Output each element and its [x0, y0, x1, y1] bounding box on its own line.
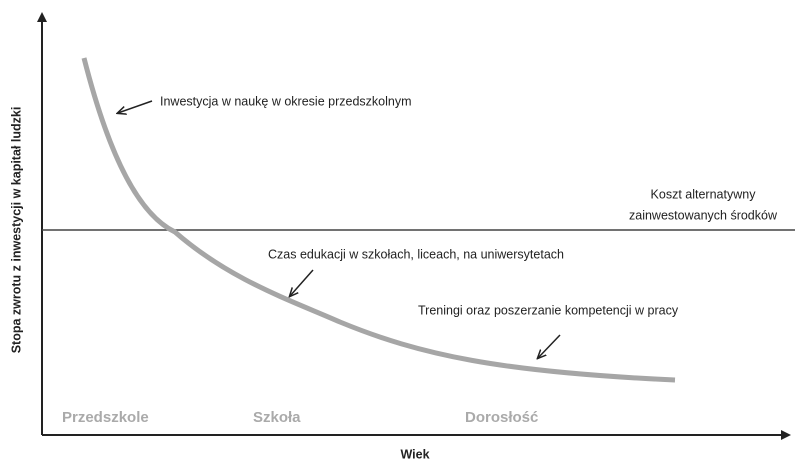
stage-label: Przedszkole	[62, 409, 149, 426]
annotation: Inwestycja w naukę w okresie przedszkoln…	[160, 94, 412, 108]
annotation: Czas edukacji w szkołach, liceach, na un…	[268, 247, 564, 261]
annotation: Treningi oraz poszerzanie kompetencji w …	[418, 303, 679, 317]
stage-label: Szkoła	[253, 409, 301, 426]
x-axis-label: Wiek	[400, 447, 429, 461]
annotation: zainwestowanych środków	[629, 208, 778, 222]
stage-label: Dorosłość	[465, 409, 538, 426]
return-curve	[81, 57, 676, 383]
arrow	[290, 269, 314, 296]
arrow	[118, 100, 153, 113]
arrow	[538, 334, 561, 358]
annotation: Koszt alternatywny	[651, 187, 757, 201]
y-axis-label: Stopa zwrotu z inwestycji w kapitał ludz…	[9, 107, 23, 354]
